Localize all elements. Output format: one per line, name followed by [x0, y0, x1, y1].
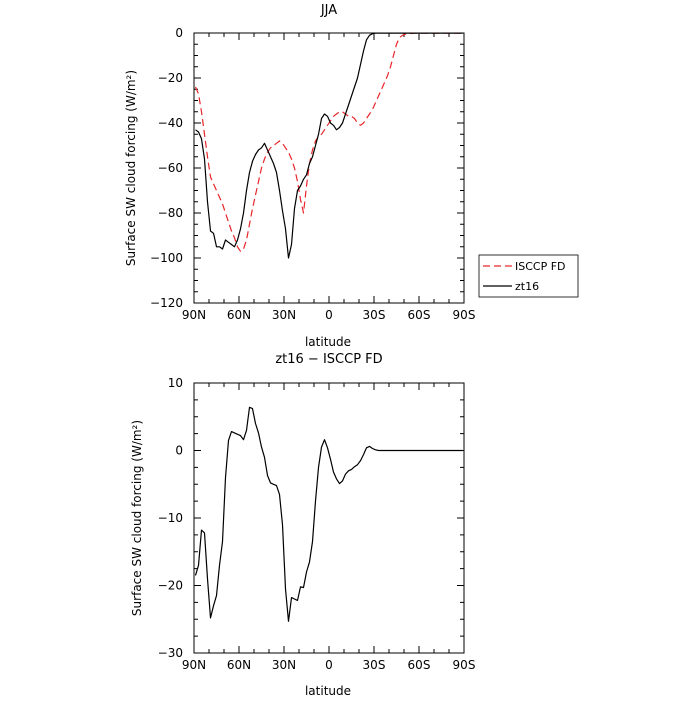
bottom-x-axis-label: latitude [305, 684, 351, 698]
legend-label-isccp-fd: ISCCP FD [515, 260, 566, 273]
y-tick-label: −100 [150, 251, 183, 265]
bottom-y-axis-label: Surface SW cloud forcing (W/m²) [130, 420, 144, 616]
x-tick-label: 90N [182, 308, 206, 322]
x-tick-label: 60N [227, 308, 251, 322]
top-axis-ticks [193, 32, 465, 304]
y-tick-label: −20 [158, 579, 183, 593]
top-tick-labels: 90N 60N 30N 0 30S 60S 90S 0 −20 −40 −60 −80 −100 −120 [150, 26, 475, 322]
top-plot-frame [193, 32, 465, 304]
x-tick-label: 60S [408, 658, 431, 672]
y-tick-label: 10 [168, 376, 183, 390]
bottom-tick-labels: 90N 60N 30N 0 30S 60S 90S 10 0 −10 −20 −30 [158, 376, 476, 672]
x-tick-label: 60S [408, 308, 431, 322]
y-tick-label: −20 [158, 71, 183, 85]
x-tick-label: 0 [325, 308, 333, 322]
bottom-series-group [194, 406, 463, 622]
series-line-isccp-fd [194, 32, 463, 252]
x-tick-label: 30S [363, 308, 386, 322]
top-series-group [194, 32, 463, 259]
y-tick-label: 0 [175, 444, 183, 458]
x-tick-label: 60N [227, 658, 251, 672]
y-tick-label: −40 [158, 116, 183, 130]
bottom-plot-frame [193, 382, 465, 654]
legend: ISCCP FD zt16 [478, 254, 579, 298]
x-tick-label: 0 [325, 658, 333, 672]
x-tick-label: 90N [182, 658, 206, 672]
y-tick-label: −30 [158, 646, 183, 660]
x-tick-label: 30N [272, 658, 296, 672]
panel-top: JJA Surface SW cloud forcing (W/m²) lati… [124, 3, 475, 349]
top-x-axis-label: latitude [305, 335, 351, 349]
x-tick-label: 30S [363, 658, 386, 672]
x-tick-label: 90S [453, 658, 476, 672]
y-tick-label: −120 [150, 296, 183, 310]
series-line-zt16 [195, 32, 463, 259]
top-y-axis-label: Surface SW cloud forcing (W/m²) [124, 70, 138, 266]
series-line-difference [194, 406, 463, 622]
y-tick-label: −80 [158, 206, 183, 220]
y-tick-label: 0 [175, 26, 183, 40]
y-tick-label: −60 [158, 161, 183, 175]
x-tick-label: 30N [272, 308, 296, 322]
bottom-chart-title: zt16 − ISCCP FD [275, 352, 382, 367]
legend-box [478, 254, 579, 298]
bottom-axis-ticks [193, 382, 465, 654]
x-tick-label: 90S [453, 308, 476, 322]
legend-label-zt16: zt16 [515, 280, 539, 293]
top-chart-title: JJA [320, 3, 337, 18]
panel-bottom: zt16 − ISCCP FD Surface SW cloud forcing… [130, 352, 475, 698]
y-tick-label: −10 [158, 511, 183, 525]
